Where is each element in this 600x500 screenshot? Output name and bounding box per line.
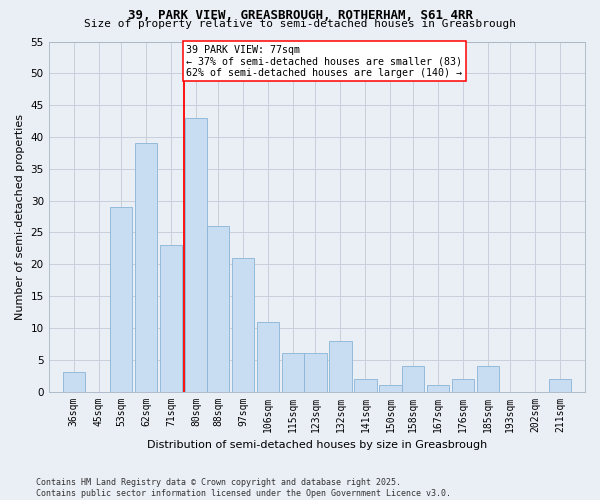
Bar [304, 354, 326, 392]
Text: 39, PARK VIEW, GREASBROUGH, ROTHERHAM, S61 4RR: 39, PARK VIEW, GREASBROUGH, ROTHERHAM, S… [128, 9, 473, 22]
Y-axis label: Number of semi-detached properties: Number of semi-detached properties [15, 114, 25, 320]
Text: Contains HM Land Registry data © Crown copyright and database right 2025.
Contai: Contains HM Land Registry data © Crown c… [36, 478, 451, 498]
Text: Size of property relative to semi-detached houses in Greasbrough: Size of property relative to semi-detach… [84, 19, 516, 29]
Bar [207, 226, 229, 392]
Bar [401, 366, 424, 392]
Bar [549, 379, 571, 392]
Bar [135, 144, 157, 392]
Bar [329, 340, 352, 392]
Bar [257, 322, 280, 392]
Bar [185, 118, 207, 392]
Bar [232, 258, 254, 392]
X-axis label: Distribution of semi-detached houses by size in Greasbrough: Distribution of semi-detached houses by … [147, 440, 487, 450]
Bar [355, 379, 377, 392]
Text: 39 PARK VIEW: 77sqm
← 37% of semi-detached houses are smaller (83)
62% of semi-d: 39 PARK VIEW: 77sqm ← 37% of semi-detach… [186, 44, 462, 78]
Bar [160, 245, 182, 392]
Bar [379, 385, 401, 392]
Bar [452, 379, 474, 392]
Bar [476, 366, 499, 392]
Bar [62, 372, 85, 392]
Bar [282, 354, 304, 392]
Bar [427, 385, 449, 392]
Bar [110, 207, 132, 392]
